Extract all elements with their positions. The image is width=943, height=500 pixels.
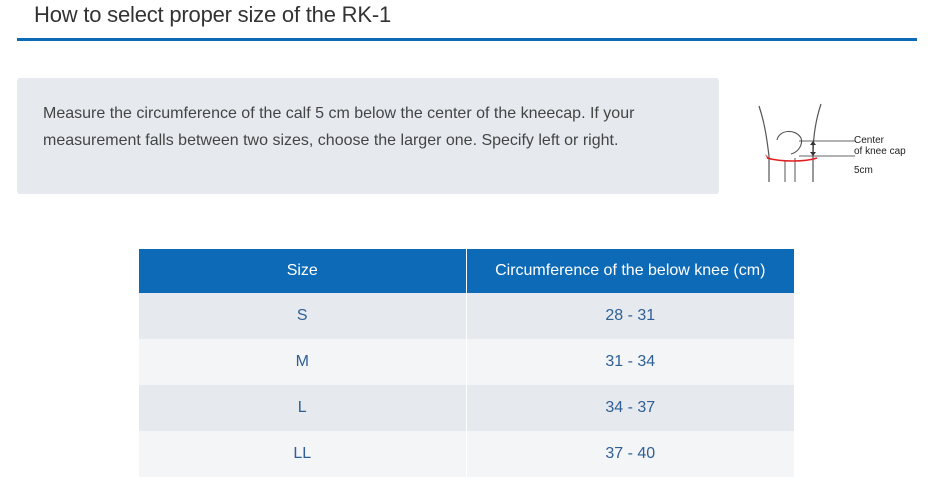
cell-size: LL xyxy=(139,431,466,477)
cell-range: 31 - 34 xyxy=(465,339,794,385)
instruction-text: Measure the circumference of the calf 5 … xyxy=(43,100,693,154)
cell-range: 28 - 31 xyxy=(465,293,794,339)
cell-size: S xyxy=(139,293,466,339)
table-row: S 28 - 31 xyxy=(139,293,794,339)
knee-sketch-icon xyxy=(758,103,855,182)
header-size: Size xyxy=(139,249,466,293)
cell-size: M xyxy=(139,339,466,385)
table-header-row: Size Circumference of the below knee (cm… xyxy=(139,249,794,293)
table-row: L 34 - 37 xyxy=(139,385,794,431)
knee-measurement-diagram: Center of knee cap 5cm xyxy=(755,100,925,186)
size-table: Size Circumference of the below knee (cm… xyxy=(139,249,794,477)
table-row: LL 37 - 40 xyxy=(139,431,794,477)
instruction-box: Measure the circumference of the calf 5 … xyxy=(17,78,719,194)
label-distance: 5cm xyxy=(854,165,873,176)
page-title: How to select proper size of the RK-1 xyxy=(34,2,391,27)
header-circumference: Circumference of the below knee (cm) xyxy=(465,249,794,293)
instruction-line-1: Measure the circumference of the calf 5 … xyxy=(43,105,635,122)
instruction-line-2: measurement falls between two sizes, cho… xyxy=(43,132,619,149)
title-divider xyxy=(17,38,917,41)
table-row: M 31 - 34 xyxy=(139,339,794,385)
cell-range: 37 - 40 xyxy=(465,431,794,477)
cell-range: 34 - 37 xyxy=(465,385,794,431)
label-center: Center of knee cap xyxy=(854,135,906,157)
cell-size: L xyxy=(139,385,466,431)
